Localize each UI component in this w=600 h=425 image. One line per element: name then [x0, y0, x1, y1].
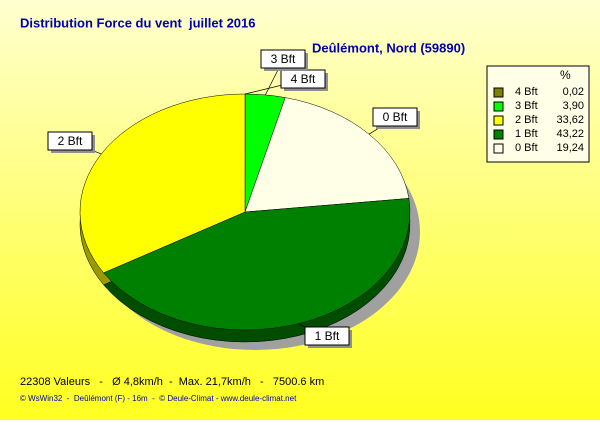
- chart-subtitle: Deûlémont, Nord (59890): [312, 40, 465, 55]
- legend-label: 1 Bft: [515, 128, 538, 140]
- legend-value: 19,24: [556, 142, 584, 154]
- chart-title: Distribution Force du vent juillet 2016: [20, 15, 256, 30]
- slice-label: 3 Bft: [271, 52, 296, 66]
- legend-value: 43,22: [556, 128, 584, 140]
- slice-label: 4 Bft: [291, 72, 316, 86]
- legend-value: 33,62: [556, 114, 584, 126]
- slice-label: 0 Bft: [383, 110, 408, 124]
- footer-credit: © WsWin32 - Deûlémont (F) - 16m - © Deul…: [20, 394, 297, 403]
- legend-swatch: [494, 88, 503, 97]
- slice-label: 2 Bft: [58, 134, 83, 148]
- legend-value: 3,90: [563, 100, 584, 112]
- legend-value: 0,02: [563, 86, 584, 98]
- legend-title: %: [560, 68, 571, 82]
- legend-swatch: [494, 144, 503, 153]
- legend-swatch: [494, 102, 503, 111]
- slice-label: 1 Bft: [315, 329, 340, 343]
- legend-label: 0 Bft: [515, 142, 538, 154]
- legend-label: 2 Bft: [515, 114, 538, 126]
- legend-swatch: [494, 130, 503, 139]
- footer-stats: 22308 Valeurs - Ø 4,8km/h - Max. 21,7km/…: [20, 376, 324, 388]
- legend-label: 3 Bft: [515, 100, 538, 112]
- legend-swatch: [494, 116, 503, 125]
- legend-label: 4 Bft: [515, 86, 538, 98]
